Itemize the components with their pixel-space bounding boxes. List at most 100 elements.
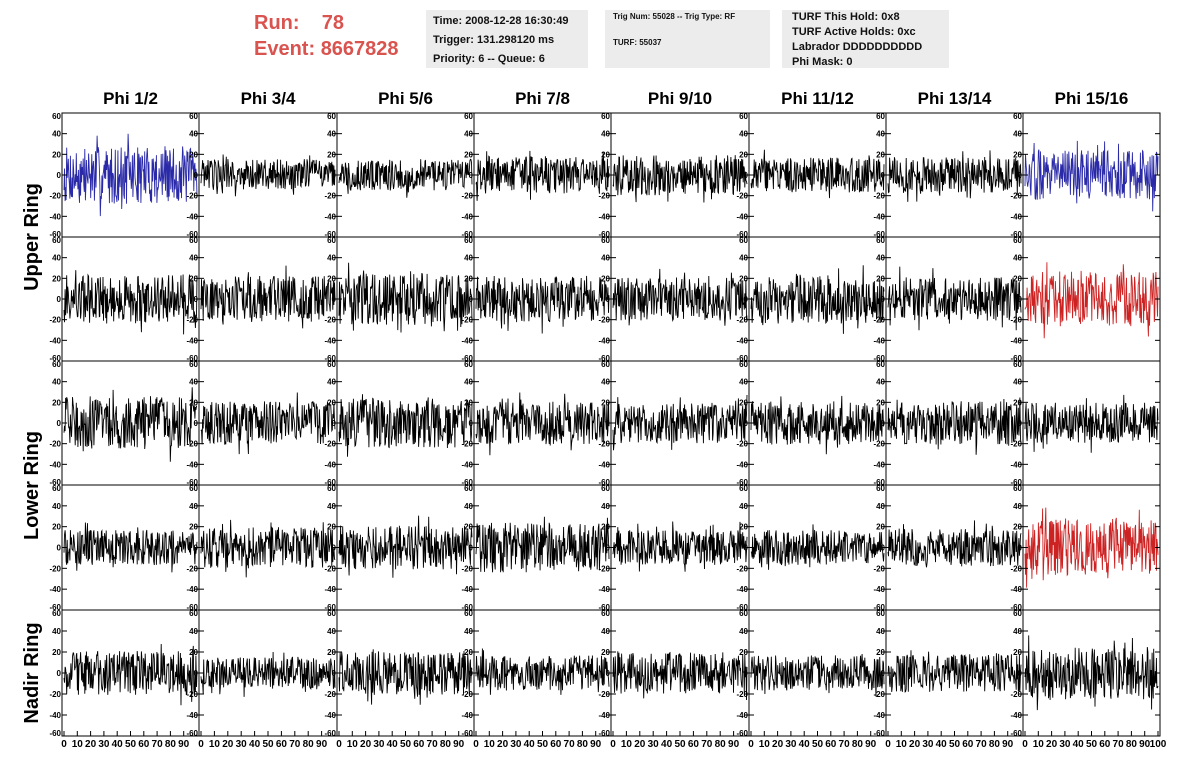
y-tick-label: -60: [873, 603, 885, 612]
waveform-trace: [1024, 394, 1159, 453]
y-tick-label: 40: [601, 502, 610, 511]
x-tick-label: 30: [510, 739, 522, 750]
waveform-trace: [887, 150, 1022, 202]
y-tick-label: 20: [876, 274, 885, 283]
y-tick-label: 40: [464, 378, 473, 387]
x-tick-label: 50: [949, 739, 961, 750]
x-tick-label: 10: [621, 739, 633, 750]
x-tick-label: 30: [1059, 739, 1071, 750]
y-tick-label: -20: [324, 564, 336, 573]
y-tick-label: 20: [327, 398, 336, 407]
y-tick-label: 40: [601, 627, 610, 636]
y-tick-label: 60: [189, 609, 198, 618]
y-tick-label: -20: [598, 690, 610, 699]
waveform-trace: [750, 653, 885, 697]
ring-label: Lower Ring: [21, 431, 43, 540]
y-tick-label: 60: [739, 484, 748, 493]
y-tick-label: 20: [189, 150, 198, 159]
waveform-trace: [887, 520, 1022, 568]
y-tick-label: -60: [598, 729, 610, 738]
y-tick-label: 40: [1013, 627, 1022, 636]
y-tick-label: -20: [873, 316, 885, 325]
waveform-trace: [338, 262, 473, 333]
y-tick-label: 60: [327, 360, 336, 369]
y-tick-label: -20: [1010, 192, 1022, 201]
y-tick-label: -20: [461, 192, 473, 201]
y-tick-label: 20: [464, 523, 473, 532]
x-tick-label: 20: [497, 739, 509, 750]
y-tick-label: -20: [186, 564, 198, 573]
y-tick-label: -60: [873, 729, 885, 738]
y-tick-label: 40: [876, 378, 885, 387]
x-tick-label: 0: [885, 739, 891, 750]
y-tick-label: 40: [464, 502, 473, 511]
y-tick-label: 40: [189, 130, 198, 139]
phi-mask-text: Phi Mask: 0: [792, 56, 853, 68]
y-tick-label: -20: [186, 192, 198, 201]
x-tick-label: 80: [852, 739, 864, 750]
y-tick-label: 60: [327, 112, 336, 121]
run-label: Run:: [254, 12, 300, 34]
y-tick-label: -40: [1010, 460, 1022, 469]
y-tick-label: 60: [739, 609, 748, 618]
waveform-trace: [750, 395, 885, 455]
x-tick-label: 70: [289, 739, 301, 750]
x-tick-label: 80: [989, 739, 1001, 750]
y-tick-label: -20: [461, 316, 473, 325]
y-tick-label: -60: [873, 354, 885, 363]
y-tick-label: 0: [332, 295, 337, 304]
x-tick-label: 10: [72, 739, 84, 750]
y-tick-label: 40: [876, 254, 885, 263]
y-tick-label: -20: [1010, 316, 1022, 325]
y-tick-label: 40: [601, 378, 610, 387]
y-tick-label: 40: [327, 378, 336, 387]
column-title: Phi 3/4: [241, 89, 296, 108]
y-tick-label: 60: [739, 236, 748, 245]
y-tick-label: 60: [52, 236, 61, 245]
y-tick-label: 40: [739, 254, 748, 263]
y-tick-label: -40: [461, 212, 473, 221]
x-tick-label: 40: [799, 739, 811, 750]
waveform-trace: [1024, 635, 1159, 711]
y-tick-label: -40: [324, 212, 336, 221]
y-tick-label: 20: [1013, 274, 1022, 283]
x-tick-label: 20: [222, 739, 234, 750]
y-tick-label: -60: [1010, 603, 1022, 612]
y-tick-label: 20: [601, 274, 610, 283]
y-tick-label: 40: [52, 130, 61, 139]
y-tick-label: -20: [736, 440, 748, 449]
time-text: Time: 2008-12-28 16:30:49: [433, 15, 569, 27]
y-tick-label: 0: [469, 544, 474, 553]
y-tick-label: -40: [1010, 336, 1022, 345]
column-title: Phi 11/12: [781, 89, 854, 108]
y-tick-label: 0: [57, 669, 62, 678]
y-tick-label: 0: [881, 669, 886, 678]
y-tick-label: 60: [327, 484, 336, 493]
y-tick-label: 20: [739, 648, 748, 657]
y-tick-label: -60: [598, 478, 610, 487]
x-tick-label: 90: [728, 739, 740, 750]
y-tick-label: 60: [1013, 609, 1022, 618]
y-tick-label: 20: [327, 274, 336, 283]
y-tick-label: -40: [461, 711, 473, 720]
time-info-box: Time: 2008-12-28 16:30:49 Trigger: 131.2…: [426, 10, 588, 68]
y-tick-label: 0: [1018, 669, 1023, 678]
x-tick-label: 20: [772, 739, 784, 750]
y-tick-label: 40: [52, 627, 61, 636]
y-tick-label: 0: [1018, 171, 1023, 180]
y-tick-label: -40: [1010, 585, 1022, 594]
y-tick-label: 0: [606, 295, 611, 304]
y-tick-label: -20: [49, 564, 61, 573]
y-tick-label: 20: [876, 150, 885, 159]
waveform-trace: [1024, 507, 1159, 588]
y-tick-label: 0: [1018, 544, 1023, 553]
y-tick-label: -60: [598, 230, 610, 239]
y-tick-label: -40: [461, 585, 473, 594]
ring-label: Upper Ring: [21, 183, 43, 291]
y-tick-label: 60: [601, 236, 610, 245]
y-tick-label: 0: [881, 171, 886, 180]
y-tick-label: 60: [1013, 484, 1022, 493]
y-tick-label: 20: [876, 523, 885, 532]
column-title: Phi 1/2: [103, 89, 158, 108]
waveform-trace: [750, 265, 885, 334]
